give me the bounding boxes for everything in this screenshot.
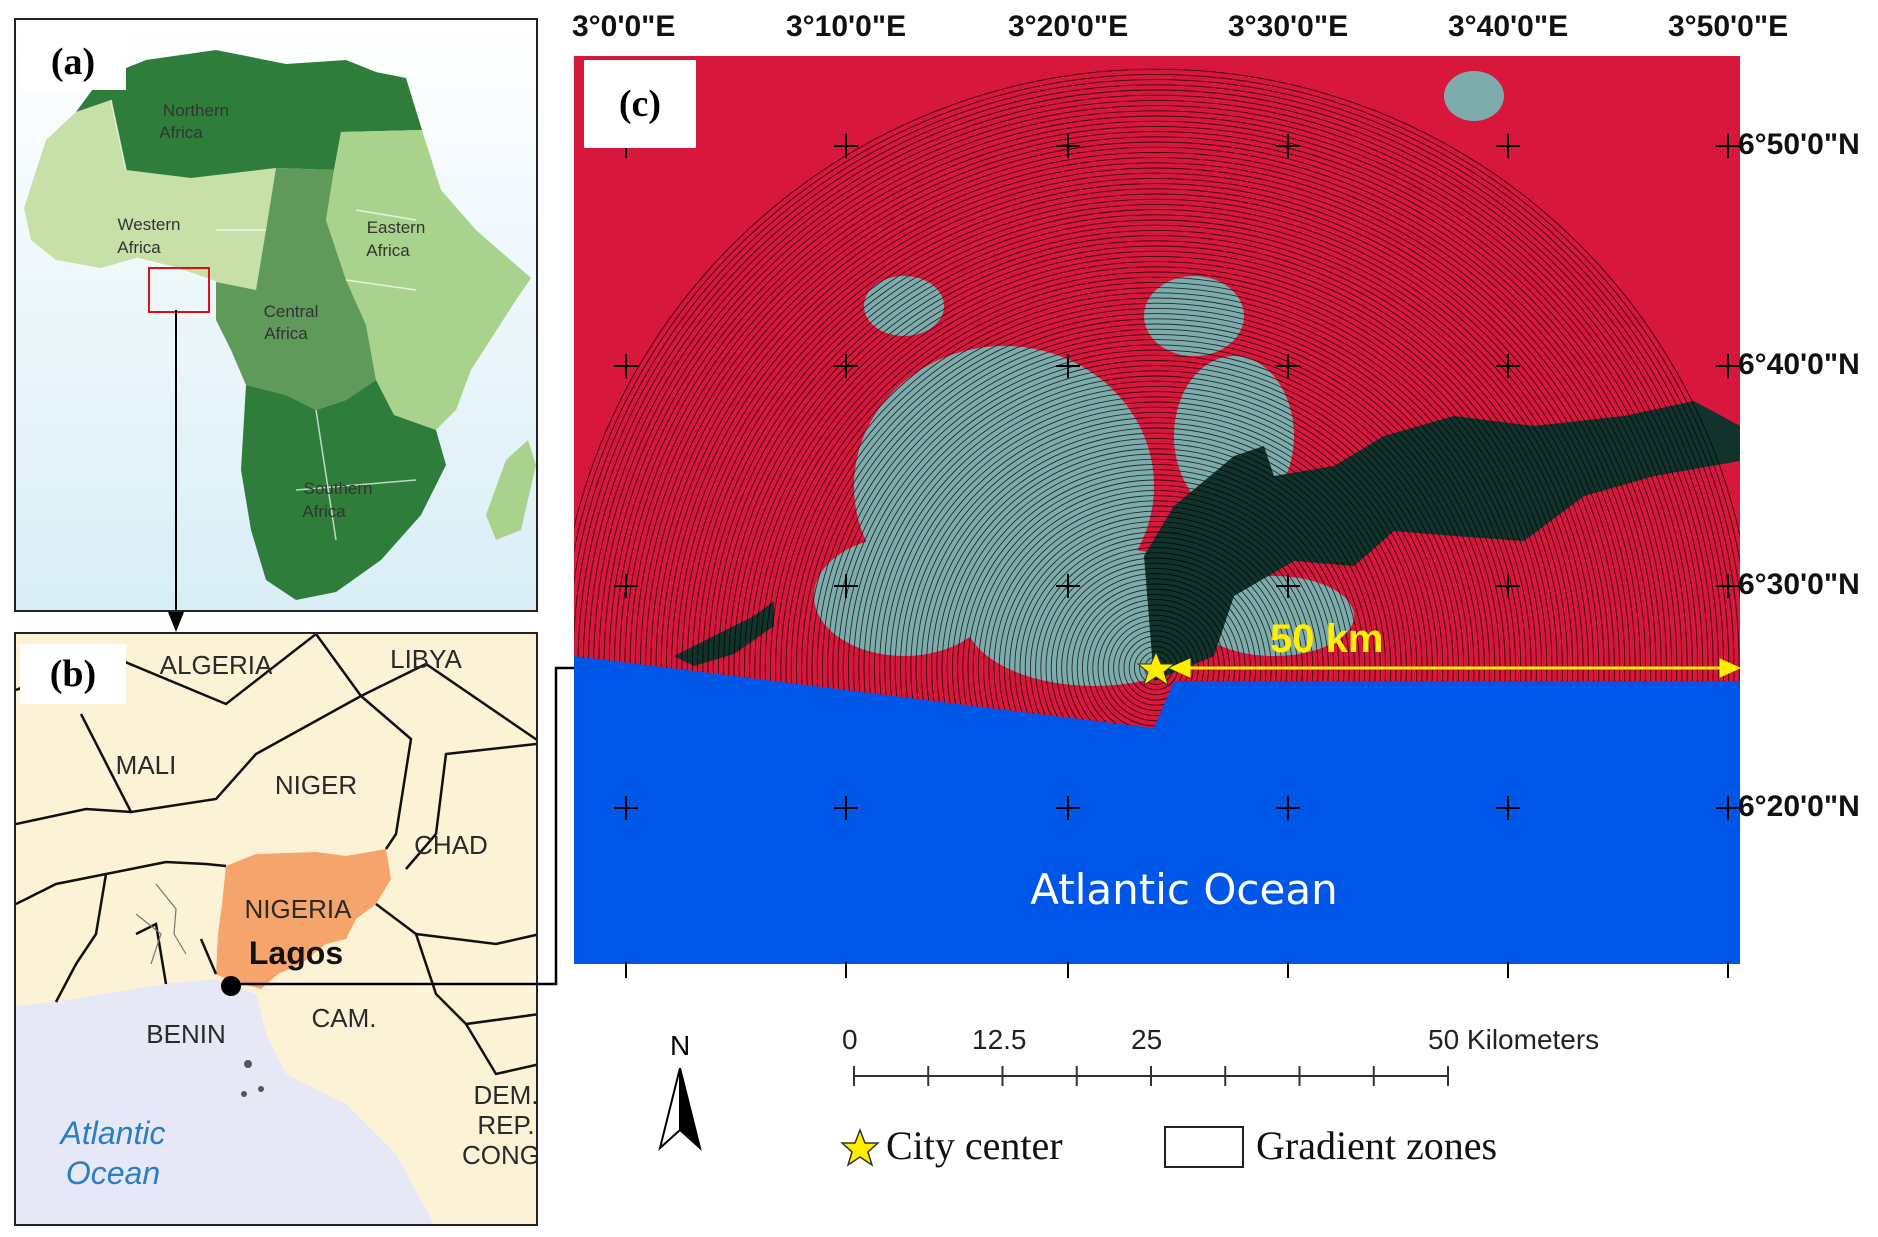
graticule-cross	[1716, 354, 1740, 378]
legend-gradient-swatch	[1164, 1126, 1244, 1168]
graticule-cross	[1496, 354, 1520, 378]
madagascar-island	[486, 440, 536, 540]
graticule-cross	[834, 354, 858, 378]
lat-label-1: 6°40'0"N	[1738, 348, 1860, 381]
graticule-cross	[1056, 134, 1080, 158]
panel-a-label: (a)	[20, 34, 126, 90]
panel-c-lagos-satellite-map: 50 km Atlantic Ocean (c)	[574, 56, 1742, 964]
radius-arrow-50km	[1168, 658, 1742, 678]
lon-label-0: 3°0'0"E	[572, 10, 676, 43]
region-southern-africa	[241, 380, 446, 600]
scale-label-0: 0	[842, 1024, 858, 1055]
north-arrow-icon	[658, 1068, 702, 1151]
panel-c-label: (c)	[584, 60, 696, 148]
graticule-cross	[1056, 796, 1080, 820]
graticule-cross	[834, 796, 858, 820]
scale-bar: 0 12.5 25 50 Kilometers	[830, 1018, 1650, 1088]
lon-label-3: 3°30'0"E	[1228, 10, 1349, 43]
scale-label-50: 50 Kilometers	[1428, 1024, 1600, 1055]
lat-label-3: 6°20'0"N	[1738, 790, 1860, 823]
legend: City center Gradient zones	[836, 1120, 1736, 1180]
scale-bar-graphic	[853, 1066, 1449, 1086]
graticule-cross	[1716, 574, 1740, 598]
gradient-ring	[574, 73, 1740, 728]
lon-label-2: 3°20'0"E	[1008, 10, 1129, 43]
legend-city-center: City center	[886, 1123, 1063, 1168]
city-center-star	[1136, 650, 1176, 687]
inset-arrow-a-to-b	[168, 310, 184, 632]
graticule-cross	[1276, 354, 1300, 378]
region-northern-africa	[76, 50, 422, 178]
lagos-lagoon	[1144, 401, 1740, 681]
graticule-cross	[614, 574, 638, 598]
graticule-cross	[614, 796, 638, 820]
bottom-axis-ticks	[625, 962, 1729, 978]
graticule-cross	[1496, 796, 1520, 820]
western-lagoon	[674, 601, 774, 666]
ocean-body	[574, 656, 1740, 964]
graticule-cross	[1496, 574, 1520, 598]
region-central-africa	[216, 168, 376, 410]
lon-label-1: 3°10'0"E	[786, 10, 907, 43]
graticule-cross	[1276, 134, 1300, 158]
legend-gradient-zones: Gradient zones	[1256, 1123, 1498, 1168]
lon-label-4: 3°40'0"E	[1448, 10, 1569, 43]
region-eastern-africa	[326, 130, 531, 430]
panel-b-west-africa-map: ALGERIA LIBYA MALI NIGER CHAD NIGERIA BE…	[14, 632, 538, 1226]
lagos-point	[221, 976, 241, 996]
graticule-cross	[834, 134, 858, 158]
north-arrow: N	[650, 1030, 710, 1151]
gradient-ring	[574, 68, 1740, 728]
lon-label-5: 3°50'0"E	[1668, 10, 1789, 43]
region-western-africa	[24, 100, 276, 290]
gradient-ring	[574, 79, 1740, 728]
panel-b-label: (b)	[20, 644, 126, 704]
satellite-map-svg: 50 km Atlantic Ocean	[574, 56, 1742, 964]
graticule-cross	[834, 574, 858, 598]
legend-star-icon	[840, 1128, 880, 1167]
graticule-cross	[614, 354, 638, 378]
ocean-area	[16, 979, 434, 1224]
lat-label-2: 6°30'0"N	[1738, 568, 1860, 601]
graticule-cross	[1716, 796, 1740, 820]
country-nigeria	[216, 849, 391, 989]
north-arrow-label: N	[670, 1030, 691, 1061]
graticule-cross	[1496, 134, 1520, 158]
graticule-cross	[1276, 574, 1300, 598]
graticule-cross	[1056, 574, 1080, 598]
scale-label-12-5: 12.5	[972, 1024, 1027, 1055]
graticule-cross	[1056, 354, 1080, 378]
graticule-cross	[1276, 796, 1300, 820]
lat-label-0: 6°50'0"N	[1738, 128, 1860, 161]
scale-label-25: 25	[1131, 1024, 1163, 1055]
study-area-inset-box	[148, 267, 210, 313]
graticule-cross	[1716, 134, 1740, 158]
